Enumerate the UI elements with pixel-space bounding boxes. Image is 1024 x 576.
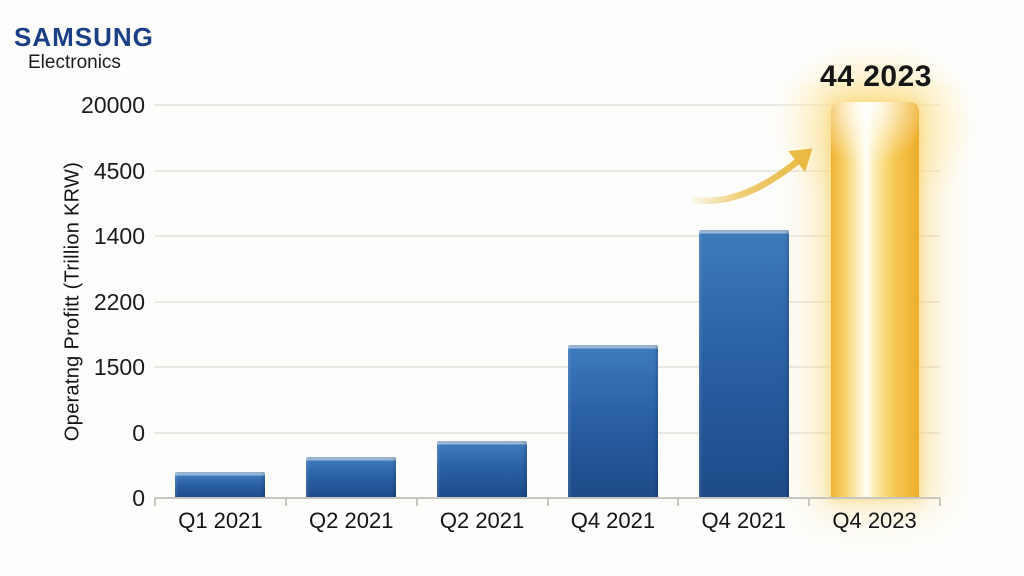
y-tick-label: 0 bbox=[132, 419, 145, 446]
x-tick-label: Q2 2021 bbox=[309, 508, 394, 533]
gridline bbox=[155, 169, 940, 172]
x-tick-label: Q4 2021 bbox=[701, 508, 786, 533]
bar-q1-2021 bbox=[175, 472, 266, 498]
gridline bbox=[155, 235, 940, 237]
y-tick-label: 4500 bbox=[93, 157, 145, 184]
gridline bbox=[155, 366, 940, 368]
bar-q2-2021 bbox=[306, 457, 397, 498]
brand-subtitle: Electronics bbox=[28, 52, 121, 74]
x-axis-tick bbox=[677, 498, 680, 506]
y-tick-label: 2200 bbox=[93, 288, 145, 315]
x-axis-tick bbox=[546, 498, 549, 506]
x-axis-tick bbox=[284, 498, 287, 506]
bar-q2-2021 bbox=[437, 441, 528, 498]
x-tick-label: Q2 2021 bbox=[439, 508, 525, 533]
brand-logo: SAMSUNG Electronics bbox=[14, 22, 154, 74]
x-axis-tick bbox=[939, 498, 941, 506]
bar-q4-2021 bbox=[567, 345, 658, 498]
x-axis-tick bbox=[808, 498, 811, 506]
y-tick-label: 1400 bbox=[93, 223, 145, 249]
y-tick-label: 20000 bbox=[81, 92, 145, 118]
x-tick-label: Q1 2021 bbox=[178, 508, 263, 533]
x-tick-label: Q4 2021 bbox=[570, 508, 656, 533]
y-tick-label: 0 bbox=[132, 485, 145, 511]
gridline bbox=[155, 300, 940, 303]
bar-q4-2021 bbox=[698, 230, 789, 498]
gridline bbox=[155, 104, 940, 106]
x-axis-tick bbox=[415, 498, 418, 506]
highlight-bar-q4-2023 bbox=[830, 102, 919, 498]
x-tick-label: Q4 2023 bbox=[832, 508, 917, 533]
highlight-bar-label: 44 2023 bbox=[820, 60, 932, 93]
x-axis-tick bbox=[154, 498, 156, 506]
brand-name: SAMSUNG bbox=[14, 22, 154, 52]
growth-arrow-icon bbox=[690, 148, 813, 205]
y-tick-label: 1500 bbox=[93, 354, 145, 380]
gridline bbox=[155, 431, 940, 434]
